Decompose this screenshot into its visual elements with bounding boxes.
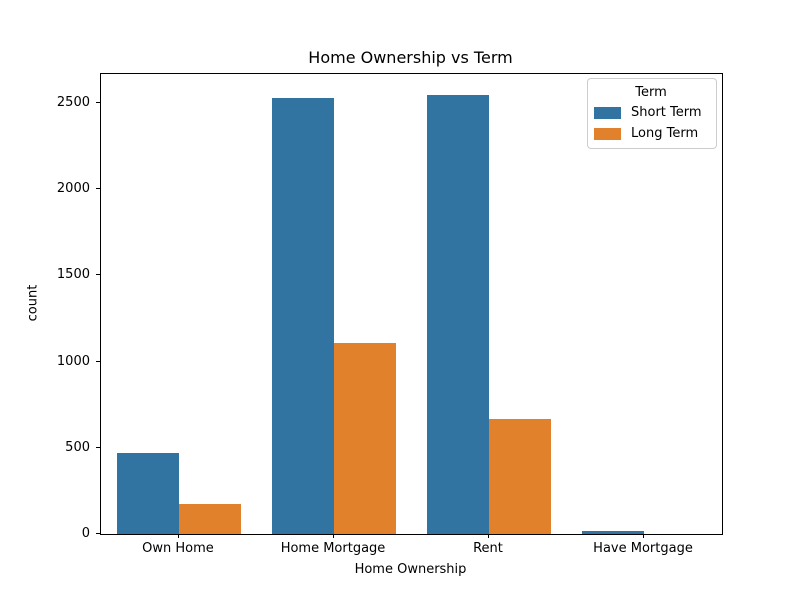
y-axis-label: count bbox=[25, 284, 41, 322]
legend-entry-long-term: Long Term bbox=[594, 127, 708, 141]
legend-swatch-icon bbox=[594, 107, 621, 119]
x-tick-label-rent: Rent bbox=[473, 541, 503, 556]
legend-box: Term Short Term Long Term bbox=[587, 78, 717, 149]
x-tick-mark bbox=[178, 534, 179, 538]
y-tick-label: 500 bbox=[65, 440, 90, 455]
y-tick-mark bbox=[96, 274, 100, 275]
bar-long-term-own-home bbox=[179, 504, 241, 534]
x-tick-mark bbox=[333, 534, 334, 538]
chart-title: Home Ownership vs Term bbox=[308, 48, 513, 67]
y-tick-label: 1500 bbox=[56, 267, 90, 282]
legend-swatch-icon bbox=[594, 128, 621, 140]
legend-entry-short-term: Short Term bbox=[594, 106, 708, 120]
bar-long-term-rent bbox=[489, 419, 551, 534]
y-tick-mark bbox=[96, 188, 100, 189]
y-tick-label: 0 bbox=[81, 526, 90, 541]
legend-label: Short Term bbox=[631, 105, 702, 120]
x-tick-label-have-mortgage: Have Mortgage bbox=[593, 541, 693, 556]
x-tick-label-home-mortgage: Home Mortgage bbox=[280, 541, 386, 556]
x-axis-label: Home Ownership bbox=[354, 562, 467, 577]
bar-short-term-rent bbox=[427, 95, 489, 534]
y-tick-label: 2500 bbox=[56, 95, 90, 110]
y-tick-label: 1000 bbox=[56, 354, 90, 369]
y-tick-mark bbox=[96, 361, 100, 362]
bar-short-term-home-mortgage bbox=[272, 98, 334, 534]
plot-area bbox=[100, 73, 723, 535]
bar-short-term-have-mortgage bbox=[582, 531, 644, 534]
y-tick-mark bbox=[96, 102, 100, 103]
legend-title: Term bbox=[635, 85, 667, 100]
legend-entries: Short Term Long Term bbox=[594, 106, 708, 141]
bar-short-term-own-home bbox=[117, 453, 179, 534]
x-tick-mark bbox=[643, 534, 644, 538]
x-tick-mark bbox=[488, 534, 489, 538]
legend-label: Long Term bbox=[631, 126, 699, 141]
x-tick-label-own-home: Own Home bbox=[142, 541, 214, 556]
y-tick-mark bbox=[96, 447, 100, 448]
y-tick-label: 2000 bbox=[56, 181, 90, 196]
y-tick-mark bbox=[96, 533, 100, 534]
bar-long-term-home-mortgage bbox=[334, 343, 396, 534]
